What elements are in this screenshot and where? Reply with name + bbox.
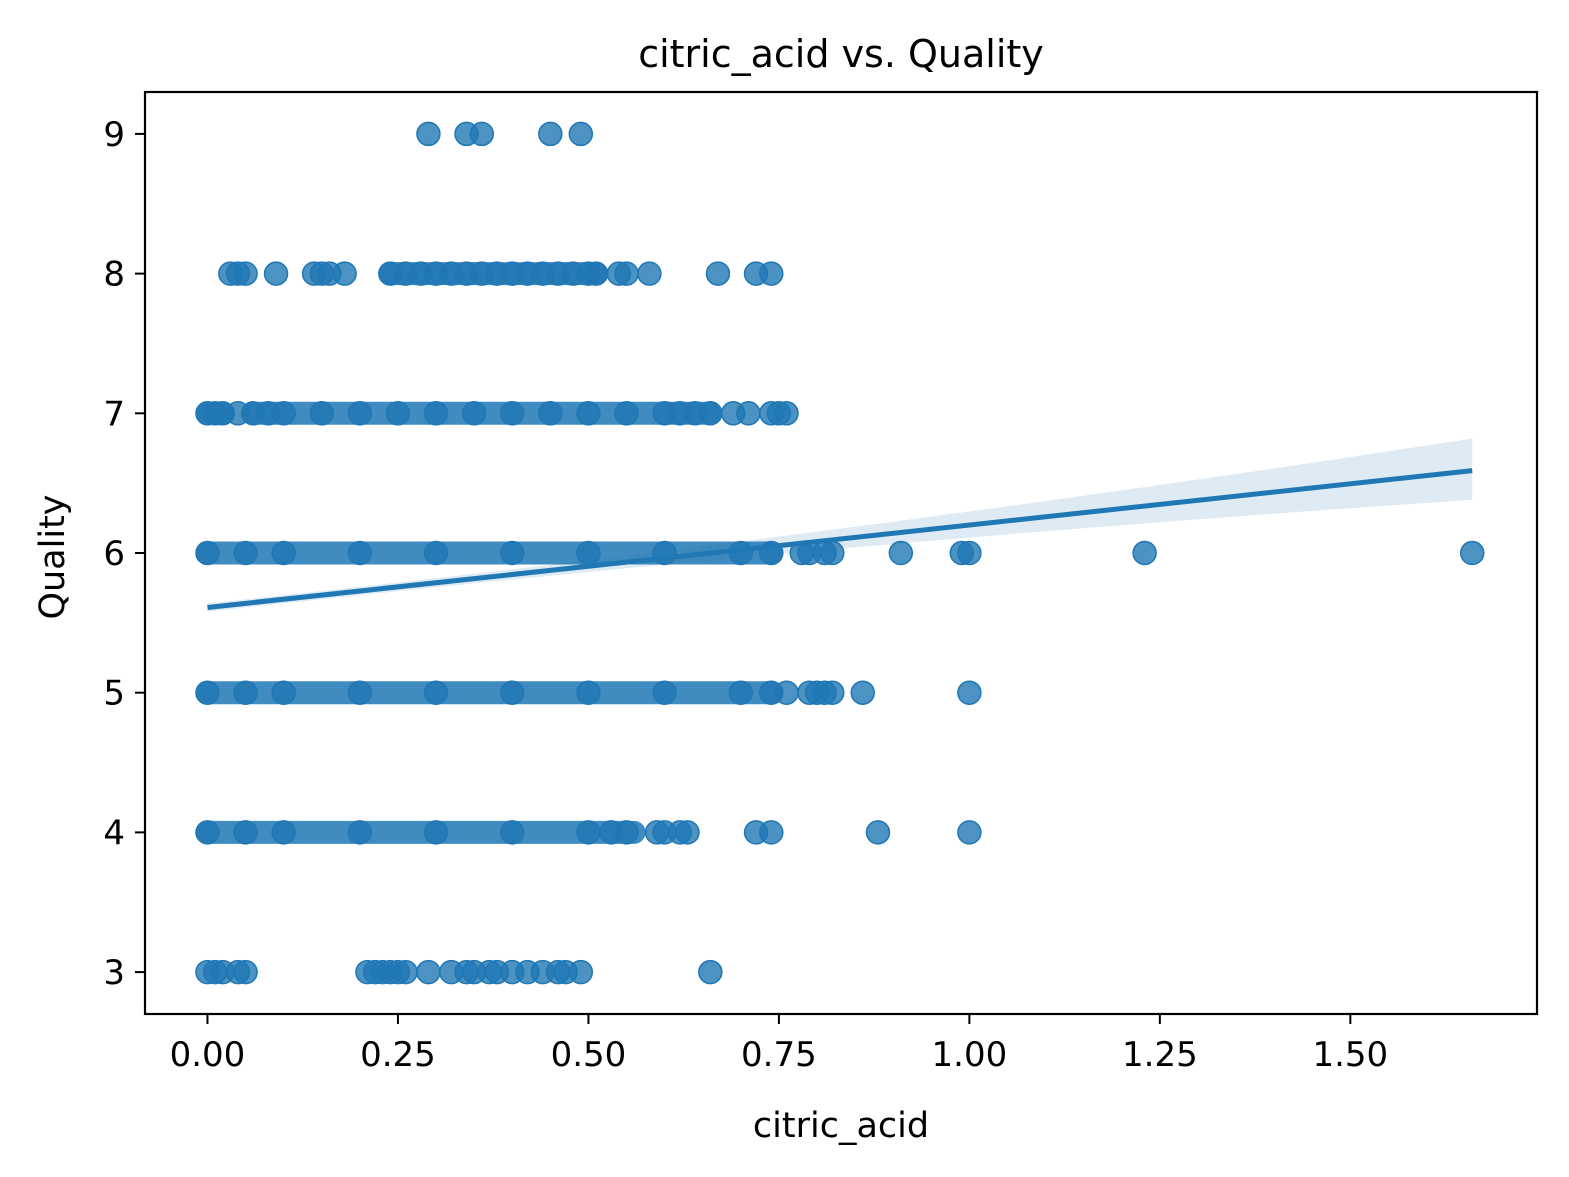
data-point	[1132, 540, 1157, 566]
data-point	[1459, 540, 1485, 566]
data-point	[499, 540, 525, 566]
data-point	[393, 959, 418, 985]
data-point	[385, 401, 411, 426]
data-point	[347, 540, 373, 566]
data-point	[614, 401, 639, 426]
data-point	[576, 401, 601, 426]
x-tick-label: 1.50	[1312, 1035, 1388, 1075]
data-point	[233, 680, 258, 705]
data-point	[568, 121, 594, 147]
x-tick-label: 0.00	[170, 1035, 246, 1075]
data-point	[698, 401, 723, 426]
data-point	[195, 820, 220, 845]
data-point	[568, 959, 594, 985]
dense-point-cluster	[195, 820, 646, 844]
data-point	[499, 401, 525, 426]
y-tick-label: 6	[103, 534, 125, 574]
y-tick-label: 4	[103, 813, 125, 853]
chart-title: citric_acid vs. Quality	[638, 32, 1044, 76]
y-axis-label: Quality	[33, 494, 73, 619]
data-point	[583, 261, 609, 286]
data-point	[698, 959, 723, 985]
data-point	[538, 401, 563, 426]
data-point	[469, 121, 495, 147]
x-tick-label: 0.25	[360, 1035, 436, 1075]
y-tick-label: 3	[103, 953, 125, 993]
y-tick-label: 9	[103, 115, 125, 155]
data-point	[423, 401, 449, 426]
data-point	[461, 401, 487, 426]
data-point	[888, 540, 914, 566]
x-tick-label: 0.50	[551, 1035, 627, 1075]
data-point	[957, 820, 982, 845]
x-tick-label: 1.00	[932, 1035, 1008, 1075]
data-point	[416, 959, 441, 985]
data-point	[705, 261, 731, 286]
data-point	[416, 121, 441, 147]
data-point	[233, 820, 258, 845]
regression-line-layer	[207, 468, 1473, 610]
y-tick-label: 7	[103, 394, 125, 434]
data-point	[538, 121, 563, 147]
y-axis-ticks: 3 4 5 6 7 8 9	[103, 115, 145, 993]
data-point	[675, 820, 700, 845]
x-tick-label: 1.25	[1122, 1035, 1198, 1075]
x-axis-ticks: 0.00 0.25 0.50 0.75 1.00 1.25 1.50	[170, 1014, 1388, 1075]
data-point	[195, 680, 220, 705]
data-point	[423, 820, 449, 845]
data-point	[865, 820, 891, 845]
data-point	[195, 540, 220, 566]
data-point	[271, 820, 296, 845]
data-point	[423, 680, 449, 705]
data-point	[233, 261, 258, 286]
data-point	[347, 680, 373, 705]
dense-point-cluster	[195, 681, 783, 705]
y-tick-label: 8	[103, 255, 125, 295]
data-point	[819, 680, 845, 705]
data-point	[652, 680, 677, 705]
data-point	[576, 680, 601, 705]
data-point	[728, 680, 754, 705]
data-point	[850, 680, 875, 705]
data-point	[271, 401, 296, 426]
data-point	[957, 680, 982, 705]
data-point	[614, 820, 639, 845]
data-point	[347, 820, 373, 845]
data-point	[499, 680, 525, 705]
confidence-band-layer	[207, 438, 1473, 612]
data-point	[759, 820, 784, 845]
points-layer	[195, 121, 1485, 985]
data-point	[263, 261, 289, 286]
x-axis-label: citric_acid	[753, 1106, 929, 1146]
confidence-band	[207, 438, 1473, 612]
data-point	[309, 401, 335, 426]
data-point	[736, 401, 761, 426]
data-point	[759, 261, 784, 286]
data-point	[576, 820, 601, 845]
data-point	[423, 540, 449, 566]
data-point	[499, 820, 525, 845]
regression-line	[207, 468, 1473, 610]
data-point	[332, 261, 357, 286]
x-tick-label: 0.75	[741, 1035, 817, 1075]
y-tick-label: 5	[103, 674, 125, 714]
data-point	[774, 680, 799, 705]
data-point	[233, 540, 258, 566]
data-point	[347, 401, 373, 426]
data-point	[774, 401, 799, 426]
data-point	[271, 540, 296, 566]
data-point	[271, 680, 296, 705]
data-point	[637, 261, 662, 286]
data-point	[957, 540, 982, 566]
data-point	[614, 261, 639, 286]
data-point	[233, 959, 258, 985]
